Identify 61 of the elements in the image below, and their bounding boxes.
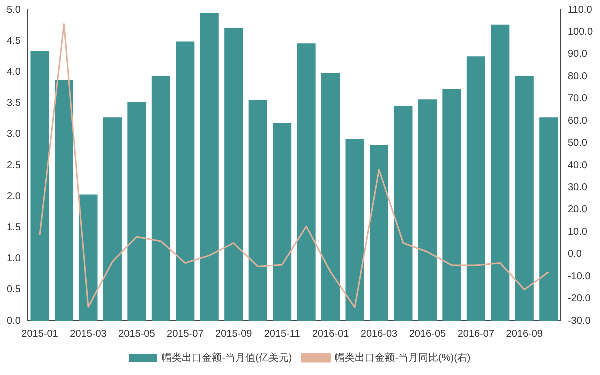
y-tick-label: 1.0 [6, 254, 22, 265]
y2-tick-label: 110.0 [568, 4, 593, 16]
y2-tick-label: -20.0 [568, 294, 592, 305]
y2-tick-label: 80.0 [568, 71, 588, 82]
bar [30, 51, 50, 321]
y2-tick-label: 0.0 [568, 249, 582, 260]
x-tick-label: 2016-01 [312, 328, 350, 340]
y-tick-label: 2.0 [6, 191, 22, 202]
x-tick-label: 2015-07 [167, 328, 204, 340]
y-tick-label: 4.5 [6, 36, 22, 47]
x-tick-label: 2015-11 [264, 328, 301, 340]
bar [128, 102, 146, 321]
y2-tick-label: 10.0 [568, 226, 588, 238]
x-tick-label: 2015-03 [70, 328, 108, 340]
y2-tick-label: 50.0 [568, 138, 588, 150]
bar [152, 76, 170, 321]
y-tick-label: 1.5 [6, 222, 22, 234]
legend-label: 帽类出口金额-当月同比(%)(右) [335, 352, 471, 364]
y-tick-label: 4.0 [6, 66, 22, 78]
bar [442, 88, 462, 321]
y2-tick-label: 20.0 [568, 204, 588, 216]
y2-tick-label: 60.0 [568, 116, 588, 127]
bar [79, 194, 98, 321]
bar [515, 76, 534, 321]
bar [54, 80, 74, 321]
x-tick-label: 2015-09 [216, 328, 253, 340]
bar [491, 24, 510, 321]
y2-tick-label: 100.0 [568, 26, 594, 38]
bar [224, 28, 244, 321]
y2-tick-label: -10.0 [568, 271, 592, 282]
x-tick-label: 2015-05 [118, 328, 156, 340]
x-tick-label: 2016-03 [360, 328, 398, 340]
bar [346, 139, 364, 321]
bar [540, 118, 558, 321]
y-tick-label: 3.0 [6, 129, 22, 140]
y2-tick-label: 90.0 [568, 49, 588, 60]
x-tick-label: 2016-07 [458, 328, 495, 340]
legend-label: 帽类出口金额-当月值(亿美元) [162, 352, 292, 364]
bar [200, 13, 219, 321]
y2-tick-label: 40.0 [568, 160, 588, 172]
bar [394, 106, 413, 321]
y2-tick-label: 70.0 [568, 94, 588, 105]
y2-tick-label: 30.0 [568, 182, 588, 194]
bar [418, 100, 437, 321]
y-tick-label: 0.0 [6, 316, 22, 327]
bar [273, 123, 292, 321]
bar [322, 73, 340, 321]
x-tick-label: 2016-05 [409, 328, 446, 340]
x-tick-label: 2016-09 [506, 328, 544, 340]
y-tick-label: 0.5 [6, 284, 22, 296]
y-tick-label: 5.0 [6, 4, 22, 16]
y2-tick-label: -30.0 [568, 316, 592, 327]
bar [466, 56, 486, 321]
bar [103, 118, 122, 321]
x-tick-label: 2015-01 [22, 328, 59, 340]
bar [248, 100, 268, 321]
y-tick-label: 3.5 [6, 98, 22, 110]
bar [297, 44, 316, 321]
bar [176, 42, 195, 321]
y-tick-label: 2.5 [6, 160, 22, 172]
bar [370, 144, 389, 321]
